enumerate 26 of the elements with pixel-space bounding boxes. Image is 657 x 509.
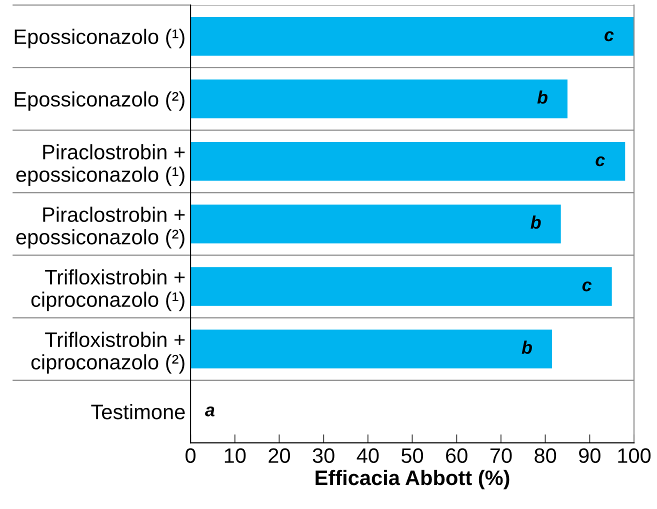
y-tick-label: Piraclostrobin + epossiconazolo (¹) bbox=[16, 144, 185, 186]
x-tick-label: 40 bbox=[356, 448, 379, 463]
annotation: b bbox=[522, 340, 532, 354]
y-tick-label: Piraclostrobin + epossiconazolo (²) bbox=[16, 206, 185, 249]
x-tick-label: 60 bbox=[446, 448, 468, 463]
y-tick-label: Trifloxistrobin + ciproconazolo (¹) bbox=[31, 269, 185, 312]
x-tick-label: 90 bbox=[579, 448, 600, 463]
x-tick-label: 70 bbox=[490, 448, 512, 463]
y-tick-label: Trifloxistrobin + ciproconazolo (²) bbox=[31, 332, 185, 374]
annotation: a bbox=[205, 406, 214, 416]
x-tick-label: 30 bbox=[312, 448, 334, 463]
x-tick-label: 80 bbox=[534, 448, 556, 463]
annotation: c bbox=[582, 281, 592, 292]
annotation: b bbox=[530, 216, 541, 229]
y-tick-label: Epossiconazolo (²) bbox=[14, 91, 184, 111]
annotation: c bbox=[604, 31, 614, 42]
y-tick-label: Epossiconazolo (¹) bbox=[14, 28, 184, 48]
x-tick-label: 0 bbox=[186, 448, 196, 463]
annotation: c bbox=[596, 156, 605, 166]
x-tick-label: 10 bbox=[224, 448, 246, 463]
y-tick-label: Testimone bbox=[91, 404, 185, 420]
x-tick-label: 50 bbox=[402, 448, 424, 463]
x-tick-label: 100 bbox=[618, 448, 651, 463]
annotation: b bbox=[537, 90, 548, 104]
x-axis-title: Efficacia Abbott (%) bbox=[316, 470, 510, 490]
x-tick-label: 20 bbox=[268, 448, 290, 463]
